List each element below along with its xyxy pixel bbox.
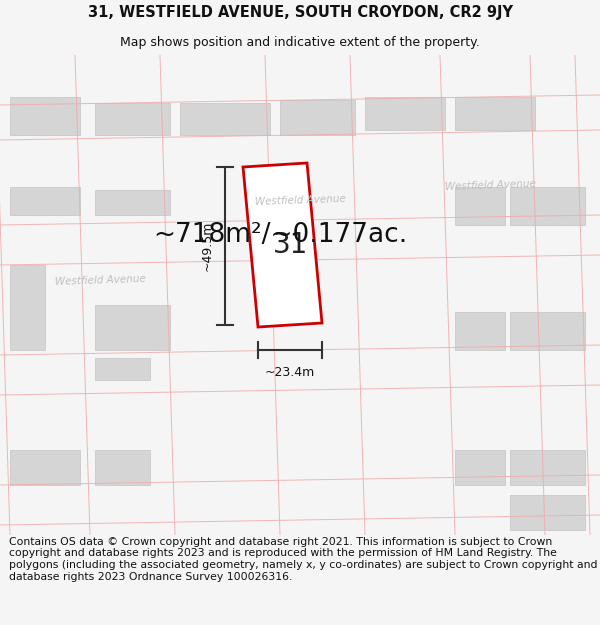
Polygon shape: [243, 163, 322, 327]
Bar: [510, 450, 585, 485]
Bar: [455, 450, 505, 485]
Bar: [95, 103, 170, 135]
Bar: [95, 450, 150, 485]
Bar: [510, 187, 585, 225]
Bar: [455, 97, 535, 130]
Text: Contains OS data © Crown copyright and database right 2021. This information is : Contains OS data © Crown copyright and d…: [9, 537, 598, 582]
Text: ~23.4m: ~23.4m: [265, 366, 315, 379]
Bar: [455, 312, 505, 350]
Bar: [10, 450, 80, 485]
Text: Westfield Avenue: Westfield Avenue: [254, 193, 346, 207]
Bar: [95, 358, 150, 380]
Text: 31: 31: [273, 231, 308, 259]
Bar: [280, 100, 355, 135]
Text: 31, WESTFIELD AVENUE, SOUTH CROYDON, CR2 9JY: 31, WESTFIELD AVENUE, SOUTH CROYDON, CR2…: [88, 4, 512, 19]
Bar: [10, 97, 80, 135]
Text: ~49.5m: ~49.5m: [200, 221, 214, 271]
Bar: [10, 187, 80, 215]
Bar: [365, 97, 445, 130]
Bar: [95, 305, 170, 350]
Bar: [10, 265, 45, 350]
Bar: [95, 190, 170, 215]
Text: Map shows position and indicative extent of the property.: Map shows position and indicative extent…: [120, 36, 480, 49]
Text: Westfield Avenue: Westfield Avenue: [55, 273, 146, 287]
Bar: [455, 187, 505, 225]
Text: ~718m²/~0.177ac.: ~718m²/~0.177ac.: [153, 222, 407, 248]
Text: Westfield Avenue: Westfield Avenue: [445, 178, 536, 192]
Bar: [510, 312, 585, 350]
Bar: [180, 103, 270, 135]
Bar: [510, 495, 585, 530]
